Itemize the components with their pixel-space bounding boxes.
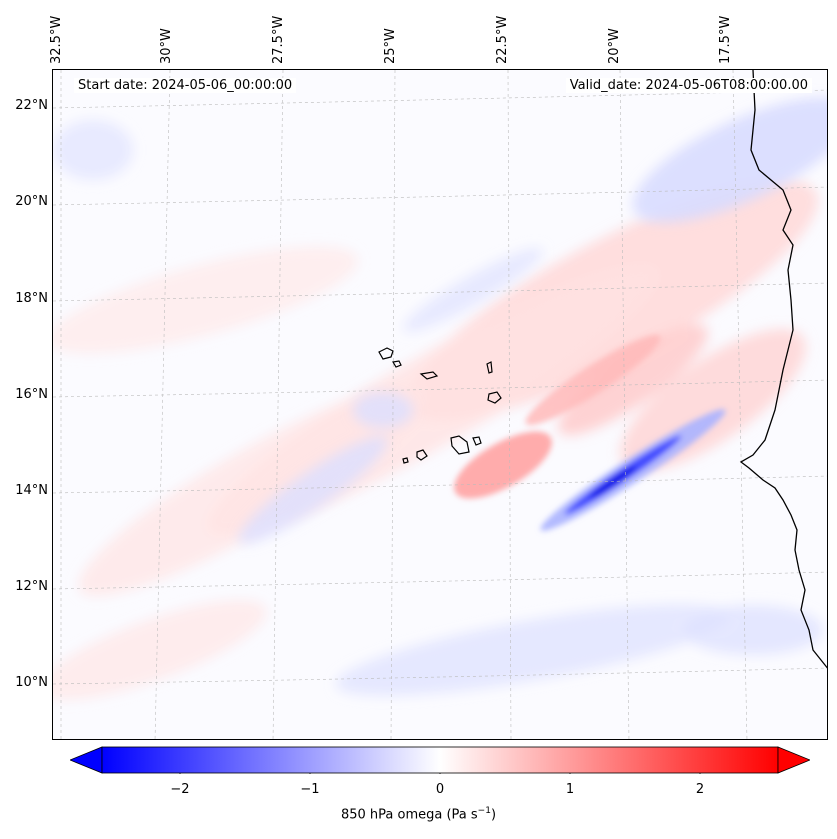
- colorbar-body: [101, 746, 779, 774]
- gridlines: [53, 70, 827, 739]
- omega-field-map: [53, 70, 827, 739]
- colorbar: [70, 746, 810, 774]
- colorbar-title: 850 hPa omega (Pa s−1): [340, 806, 497, 823]
- colorbar-tick-label: 1: [565, 782, 575, 797]
- lon-tick-label: 30°W: [159, 28, 174, 64]
- lat-tick-label: 20°N: [15, 194, 48, 209]
- weak-descent-field: [53, 97, 827, 696]
- lat-tick-label: 22°N: [15, 98, 48, 113]
- lat-tick-label: 16°N: [15, 387, 48, 402]
- colorbar-tick-label: 0: [435, 782, 445, 797]
- lat-tick-label: 14°N: [15, 483, 48, 498]
- lon-tick-label: 20°W: [607, 28, 622, 64]
- colorbar-tick-label: 2: [695, 782, 705, 797]
- map-panel: [52, 69, 828, 740]
- colorbar-extend-low: [70, 746, 103, 774]
- lat-tick-label: 12°N: [15, 579, 48, 594]
- lon-tick-label: 27.5°W: [271, 15, 286, 64]
- cape-verde-islands: [378, 347, 502, 464]
- africa-coastline: [739, 70, 827, 669]
- colorbar-tick-label: −1: [300, 782, 320, 797]
- lat-tick-label: 18°N: [15, 291, 48, 306]
- colorbar-extend-high: [777, 746, 810, 774]
- lon-tick-label: 32.5°W: [49, 15, 64, 64]
- lon-tick-label: 17.5°W: [718, 15, 733, 64]
- valid-date-label: Valid_date: 2024-05-06T08:00:00.00: [565, 78, 812, 93]
- strong-features: [454, 334, 726, 531]
- start-date-label: Start date: 2024-05-06_00:00:00: [74, 78, 297, 93]
- colorbar-tick-label: −2: [170, 782, 190, 797]
- lon-tick-label: 22.5°W: [495, 15, 510, 64]
- lon-tick-label: 25°W: [383, 28, 398, 64]
- lat-tick-label: 10°N: [15, 675, 48, 690]
